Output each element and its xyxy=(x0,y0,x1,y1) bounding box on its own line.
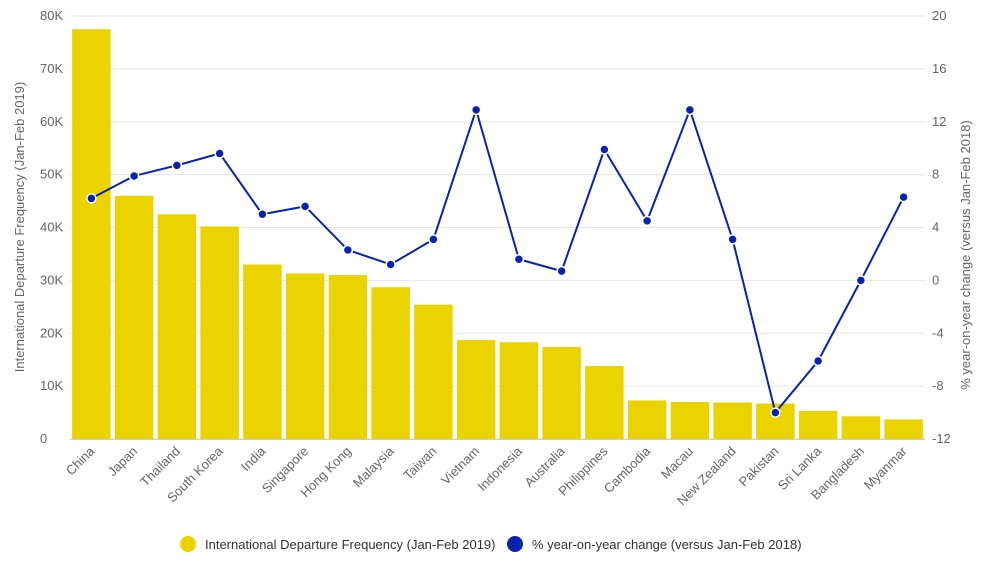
line-point xyxy=(257,209,268,220)
line-point xyxy=(342,244,354,256)
line-point xyxy=(214,148,225,159)
y-right-tick-label: 12 xyxy=(932,114,946,129)
legend-line-label[interactable]: % year-on-year change (versus Jan-Feb 20… xyxy=(532,537,802,552)
line-point xyxy=(727,234,738,245)
line-point xyxy=(299,201,311,212)
bar xyxy=(670,401,710,439)
bar xyxy=(243,264,282,439)
bar xyxy=(414,304,453,439)
x-tick-label: Indonesia xyxy=(475,443,526,494)
y-left-tick-label: 0 xyxy=(40,431,47,446)
line-point xyxy=(385,259,396,270)
x-tick-label: China xyxy=(63,443,98,478)
line-point xyxy=(684,104,696,116)
bar xyxy=(371,287,410,439)
bar xyxy=(157,214,197,439)
y-right-tick-label: 4 xyxy=(932,220,939,235)
line-point xyxy=(470,104,482,116)
x-tick-label: Macau xyxy=(658,444,696,482)
line-point xyxy=(86,193,97,204)
legend: International Departure Frequency (Jan-F… xyxy=(180,536,802,552)
y-right-tick-label: 20 xyxy=(932,8,946,23)
y-axis-left-title: International Departure Frequency (Jan-F… xyxy=(12,82,27,373)
bar xyxy=(841,416,881,439)
line-point xyxy=(599,144,610,155)
bar-series xyxy=(72,29,923,439)
y-axis-right-title: % year-on-year change (versus Jan-Feb 20… xyxy=(958,120,973,390)
bar xyxy=(72,29,111,439)
line-series xyxy=(86,104,909,418)
line-point xyxy=(898,191,909,203)
line-point xyxy=(812,355,824,367)
y-left-tick-label: 30K xyxy=(40,272,63,287)
bar xyxy=(713,402,752,439)
bar xyxy=(884,419,923,439)
line-point xyxy=(513,253,525,265)
y-right-tick-label: 0 xyxy=(932,272,939,287)
bar xyxy=(499,342,539,439)
line-point xyxy=(428,234,439,245)
y-right-tick-label: 16 xyxy=(932,61,946,76)
line-point xyxy=(556,265,567,277)
bar xyxy=(798,410,838,439)
x-tick-label: Taiwan xyxy=(400,444,439,483)
line-point xyxy=(128,170,140,182)
y-left-tick-label: 80K xyxy=(40,8,63,23)
y-left-tick-label: 70K xyxy=(40,61,63,76)
x-tick-label: Japan xyxy=(105,444,141,480)
series-line xyxy=(90,108,905,414)
line-point xyxy=(171,160,183,171)
y-left-tick-label: 40K xyxy=(40,220,63,235)
legend-line-swatch[interactable] xyxy=(507,536,523,552)
x-tick-label: Myanmar xyxy=(861,443,910,492)
x-tick-label: Malaysia xyxy=(350,443,397,490)
x-tick-label: India xyxy=(238,443,269,474)
line-point xyxy=(770,407,781,418)
bar xyxy=(328,275,368,439)
y-right-tick-label: 8 xyxy=(932,167,939,182)
x-tick-label: Cambodia xyxy=(601,443,654,496)
line-point xyxy=(641,215,653,227)
legend-bar-swatch[interactable] xyxy=(180,536,196,552)
bar xyxy=(585,366,624,439)
y-left-tick-label: 20K xyxy=(40,325,63,340)
line-point xyxy=(855,275,867,286)
gridlines xyxy=(70,15,925,440)
legend-bar-label[interactable]: International Departure Frequency (Jan-F… xyxy=(205,537,496,552)
bar xyxy=(114,195,154,439)
y-left-tick-label: 60K xyxy=(40,114,63,129)
bar xyxy=(627,400,667,439)
bar xyxy=(200,226,239,439)
bar xyxy=(456,340,496,439)
y-left-tick-label: 50K xyxy=(40,167,63,182)
y-right-tick-label: -8 xyxy=(932,378,944,393)
bar xyxy=(285,273,325,439)
y-right-tick-label: -4 xyxy=(932,325,944,340)
y-right-tick-label: -12 xyxy=(932,431,951,446)
bar xyxy=(542,346,581,439)
y-left-tick-label: 10K xyxy=(40,378,63,393)
